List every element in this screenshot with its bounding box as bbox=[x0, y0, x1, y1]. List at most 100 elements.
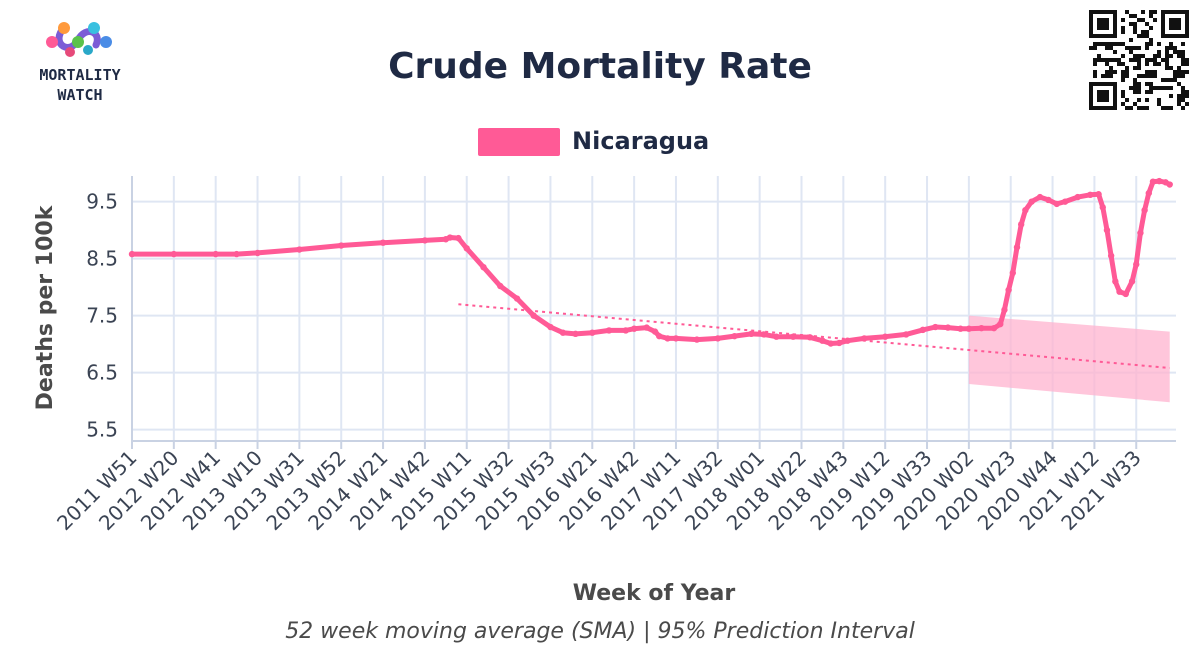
qr-module bbox=[1165, 66, 1169, 70]
qr-module bbox=[1129, 58, 1133, 62]
data-point bbox=[1087, 191, 1094, 199]
qr-code-icon[interactable] bbox=[1089, 10, 1189, 110]
qr-module bbox=[1185, 90, 1189, 94]
qr-module bbox=[1129, 14, 1133, 18]
qr-module bbox=[1121, 54, 1125, 58]
qr-module bbox=[1121, 42, 1125, 46]
qr-module bbox=[1109, 70, 1113, 74]
qr-module bbox=[1105, 74, 1109, 78]
qr-finder-core bbox=[1097, 18, 1109, 30]
qr-module bbox=[1093, 46, 1097, 50]
qr-module bbox=[1149, 82, 1153, 86]
qr-module bbox=[1165, 54, 1169, 58]
qr-module bbox=[1093, 74, 1097, 78]
data-point bbox=[1149, 178, 1157, 185]
qr-module bbox=[1133, 66, 1137, 70]
data-point bbox=[835, 339, 843, 347]
qr-module bbox=[1157, 98, 1161, 102]
y-axis: 5.5 6.5 7.5 8.5 9.5 bbox=[86, 176, 133, 442]
qr-module bbox=[1137, 54, 1141, 58]
qr-module bbox=[1125, 10, 1129, 14]
data-point bbox=[1022, 206, 1029, 214]
qr-module bbox=[1133, 102, 1137, 106]
qr-module bbox=[1137, 18, 1141, 22]
data-point bbox=[480, 263, 487, 271]
mortality-watch-logo: MORTALITY WATCH bbox=[39, 22, 121, 104]
qr-module bbox=[1093, 42, 1097, 46]
qr-module bbox=[1117, 42, 1121, 46]
data-point bbox=[421, 237, 429, 244]
qr-module bbox=[1153, 62, 1157, 66]
data-point bbox=[1141, 206, 1148, 214]
qr-module bbox=[1133, 46, 1137, 50]
data-point bbox=[1036, 193, 1044, 201]
qr-module bbox=[1149, 58, 1153, 62]
qr-module bbox=[1165, 86, 1169, 90]
data-point bbox=[978, 324, 985, 332]
qr-module bbox=[1181, 86, 1185, 90]
data-point bbox=[965, 325, 973, 332]
qr-module bbox=[1137, 58, 1141, 62]
qr-module bbox=[1145, 46, 1149, 50]
qr-module bbox=[1169, 106, 1173, 110]
data-point bbox=[559, 329, 567, 336]
qr-module bbox=[1145, 98, 1149, 102]
data-point bbox=[789, 333, 797, 340]
data-point bbox=[1005, 286, 1012, 294]
qr-finder-core bbox=[1097, 90, 1109, 102]
qr-module bbox=[1109, 66, 1113, 70]
qr-module bbox=[1129, 50, 1133, 54]
qr-module bbox=[1145, 30, 1149, 34]
qr-module bbox=[1153, 58, 1157, 62]
qr-module bbox=[1117, 58, 1121, 62]
data-point bbox=[1122, 290, 1129, 298]
data-point bbox=[672, 335, 680, 342]
data-point bbox=[656, 332, 663, 340]
data-point bbox=[827, 340, 834, 347]
qr-module bbox=[1105, 46, 1109, 50]
qr-module bbox=[1153, 18, 1157, 22]
qr-module bbox=[1133, 78, 1137, 82]
chart-caption: 52 week moving average (SMA) | 95% Predi… bbox=[285, 619, 915, 644]
series-line-nicaragua bbox=[129, 178, 1173, 346]
qr-module bbox=[1149, 86, 1153, 90]
qr-module bbox=[1149, 10, 1153, 14]
qr-module bbox=[1125, 106, 1129, 110]
qr-module bbox=[1133, 58, 1137, 62]
data-point bbox=[1145, 189, 1153, 197]
qr-module bbox=[1121, 78, 1125, 82]
data-point bbox=[1001, 306, 1008, 314]
qr-module bbox=[1173, 78, 1177, 82]
qr-module bbox=[1129, 86, 1133, 90]
qr-module bbox=[1121, 90, 1125, 94]
data-point bbox=[861, 335, 868, 342]
qr-module bbox=[1177, 66, 1181, 70]
data-point bbox=[731, 332, 738, 340]
data-point bbox=[1028, 198, 1035, 205]
qr-module bbox=[1177, 82, 1181, 86]
qr-module bbox=[1161, 86, 1165, 90]
logo-text-line2: WATCH bbox=[57, 86, 102, 104]
data-point bbox=[693, 336, 701, 343]
qr-module bbox=[1149, 42, 1153, 46]
y-axis-title: Deaths per 100k bbox=[33, 204, 58, 410]
qr-module bbox=[1177, 70, 1181, 74]
data-point bbox=[881, 333, 889, 340]
data-point bbox=[1061, 198, 1069, 205]
qr-module bbox=[1145, 82, 1149, 86]
qr-module bbox=[1177, 102, 1181, 106]
data-point bbox=[1116, 288, 1123, 295]
qr-module bbox=[1137, 66, 1141, 70]
qr-module bbox=[1161, 106, 1165, 110]
qr-module bbox=[1157, 42, 1161, 46]
data-point bbox=[1013, 244, 1021, 251]
data-point bbox=[944, 324, 952, 331]
logo-text-line1: MORTALITY bbox=[39, 66, 120, 84]
legend-swatch-nicaragua bbox=[478, 128, 560, 156]
data-point bbox=[1166, 181, 1173, 188]
data-point bbox=[651, 328, 659, 335]
data-point bbox=[844, 337, 851, 344]
data-point bbox=[1095, 191, 1102, 198]
qr-module bbox=[1137, 106, 1141, 110]
